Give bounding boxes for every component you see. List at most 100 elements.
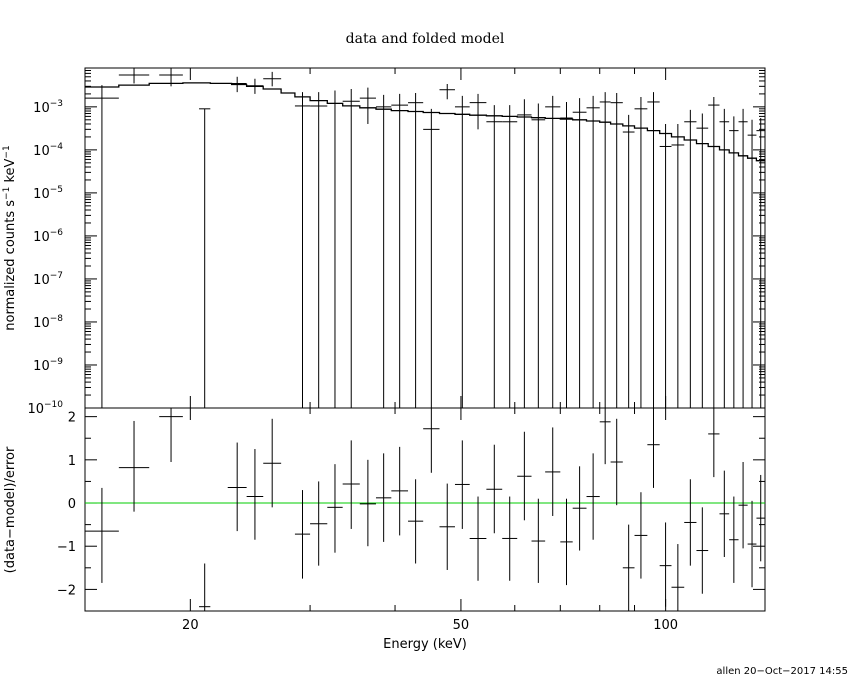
data-point bbox=[118, 68, 150, 84]
residual-point bbox=[246, 449, 264, 540]
y-axis-title-sup-2: −1 bbox=[2, 145, 12, 158]
y-tick-label: 10−3 bbox=[33, 99, 63, 116]
y-axis-title-top: normalized counts s−1 keV−1 bbox=[2, 145, 18, 330]
residual-point bbox=[671, 544, 685, 611]
residual-point bbox=[747, 500, 757, 588]
y-tick-label-exponent: −3 bbox=[50, 99, 63, 109]
y-tick-label-mantissa: 10 bbox=[33, 144, 50, 159]
data-point bbox=[246, 78, 264, 94]
footer-stamp: allen 20−Oct−2017 14:55 bbox=[716, 666, 848, 677]
y-axis-title-part-2: keV bbox=[3, 158, 18, 186]
y-tick-label-exponent: −10 bbox=[44, 400, 63, 410]
bottom-panel-frame bbox=[84, 407, 766, 612]
residual-point bbox=[391, 446, 409, 536]
residual-point bbox=[454, 440, 470, 529]
y-tick-label: 10−6 bbox=[33, 228, 63, 245]
y-tick-label: 1 bbox=[68, 454, 76, 469]
y-tick-label-exponent: −7 bbox=[50, 271, 63, 281]
chart-title: data and folded model bbox=[346, 31, 505, 47]
top-panel-frame bbox=[84, 67, 766, 409]
y-tick-label: −2 bbox=[57, 583, 76, 598]
residual-point bbox=[439, 483, 455, 570]
data-point bbox=[408, 92, 424, 408]
residual-point bbox=[375, 453, 392, 542]
residual-point bbox=[486, 444, 503, 534]
y-tick-label: 10−10 bbox=[27, 400, 63, 417]
y-tick-label-mantissa: 10 bbox=[33, 187, 50, 202]
data-point bbox=[647, 92, 660, 408]
residual-point bbox=[263, 418, 282, 508]
data-point bbox=[502, 105, 518, 408]
y-tick-label-exponent: −4 bbox=[50, 142, 64, 152]
y-tick-label-mantissa: 10 bbox=[33, 230, 50, 245]
x-axis-title: Energy (keV) bbox=[383, 637, 467, 652]
residual-point bbox=[756, 474, 765, 562]
y-tick-label: 10−9 bbox=[33, 357, 63, 374]
residual-point bbox=[85, 487, 119, 583]
residual-point bbox=[708, 408, 720, 478]
x-tick-labels: 20 50 100 bbox=[182, 618, 678, 633]
y-tick-label-exponent: −9 bbox=[50, 357, 64, 367]
data-point bbox=[572, 98, 587, 408]
data-point bbox=[696, 113, 709, 408]
x-tick-label: 100 bbox=[653, 618, 678, 633]
residual-point bbox=[622, 524, 635, 611]
residual-point bbox=[294, 490, 311, 579]
data-point bbox=[310, 92, 328, 408]
residual-point bbox=[408, 479, 424, 564]
data-point bbox=[85, 85, 119, 408]
model-curve bbox=[85, 82, 765, 162]
data-point bbox=[622, 114, 635, 408]
data-point bbox=[756, 118, 765, 408]
residual-point bbox=[634, 492, 648, 579]
bottom-y-ticks bbox=[85, 416, 765, 612]
data-point bbox=[359, 87, 376, 124]
data-point bbox=[486, 105, 503, 408]
y-tick-label-exponent: −8 bbox=[50, 314, 64, 324]
data-point bbox=[517, 99, 532, 408]
data-point bbox=[327, 90, 343, 408]
y-tick-label-mantissa: 10 bbox=[33, 316, 50, 331]
residual-points bbox=[85, 408, 765, 611]
data-point bbox=[423, 108, 440, 408]
data-points bbox=[85, 68, 765, 408]
x-tick-label: 20 bbox=[182, 618, 199, 633]
residual-point bbox=[610, 418, 623, 506]
data-point bbox=[454, 95, 470, 408]
data-point bbox=[599, 92, 611, 408]
data-point bbox=[531, 103, 546, 408]
data-point bbox=[545, 95, 561, 408]
bottom-y-tick-labels: 2 1 0 −1 −2 bbox=[57, 411, 76, 599]
data-point bbox=[586, 95, 600, 408]
data-point bbox=[659, 123, 672, 408]
data-point bbox=[560, 101, 573, 408]
residual-point bbox=[517, 431, 532, 521]
residual-point bbox=[118, 420, 150, 512]
y-tick-label: −1 bbox=[57, 540, 76, 555]
data-point bbox=[342, 88, 360, 408]
data-point bbox=[159, 68, 183, 87]
y-axis-title-sup-1: −1 bbox=[2, 187, 12, 200]
bottom-x-ticks bbox=[189, 408, 667, 611]
residual-point bbox=[684, 479, 697, 566]
data-point bbox=[469, 93, 487, 130]
residual-point bbox=[327, 464, 343, 553]
top-y-ticks bbox=[85, 67, 765, 409]
data-point bbox=[738, 108, 748, 408]
residual-point bbox=[572, 466, 587, 551]
data-point bbox=[375, 94, 392, 408]
residual-point bbox=[502, 496, 518, 581]
y-tick-label: 0 bbox=[68, 497, 76, 512]
residual-point bbox=[159, 408, 183, 462]
y-tick-label: 2 bbox=[68, 411, 76, 426]
top-x-ticks bbox=[189, 68, 667, 408]
residual-point bbox=[738, 461, 748, 549]
residual-point bbox=[469, 496, 487, 581]
y-tick-label: 10−8 bbox=[33, 314, 63, 331]
data-point bbox=[684, 109, 697, 408]
residual-point bbox=[586, 453, 600, 540]
y-tick-label: 10−4 bbox=[33, 142, 63, 159]
y-tick-label-exponent: −5 bbox=[50, 185, 63, 195]
